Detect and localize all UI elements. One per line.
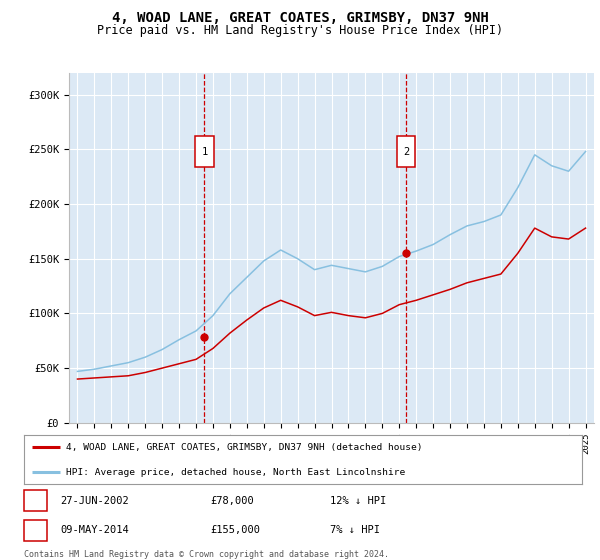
FancyBboxPatch shape xyxy=(397,136,415,167)
Text: 2: 2 xyxy=(32,525,38,535)
Text: Contains HM Land Registry data © Crown copyright and database right 2024.
This d: Contains HM Land Registry data © Crown c… xyxy=(24,550,389,560)
Text: 7% ↓ HPI: 7% ↓ HPI xyxy=(330,525,380,535)
Text: Price paid vs. HM Land Registry's House Price Index (HPI): Price paid vs. HM Land Registry's House … xyxy=(97,24,503,37)
Text: 27-JUN-2002: 27-JUN-2002 xyxy=(60,496,129,506)
Text: HPI: Average price, detached house, North East Lincolnshire: HPI: Average price, detached house, Nort… xyxy=(66,468,405,477)
Text: 09-MAY-2014: 09-MAY-2014 xyxy=(60,525,129,535)
Text: £78,000: £78,000 xyxy=(210,496,254,506)
Text: 4, WOAD LANE, GREAT COATES, GRIMSBY, DN37 9NH: 4, WOAD LANE, GREAT COATES, GRIMSBY, DN3… xyxy=(112,11,488,25)
Text: £155,000: £155,000 xyxy=(210,525,260,535)
Text: 12% ↓ HPI: 12% ↓ HPI xyxy=(330,496,386,506)
Text: 2: 2 xyxy=(403,147,409,157)
Text: 1: 1 xyxy=(32,496,38,506)
Text: 4, WOAD LANE, GREAT COATES, GRIMSBY, DN37 9NH (detached house): 4, WOAD LANE, GREAT COATES, GRIMSBY, DN3… xyxy=(66,443,422,452)
FancyBboxPatch shape xyxy=(195,136,214,167)
Text: 1: 1 xyxy=(202,147,208,157)
